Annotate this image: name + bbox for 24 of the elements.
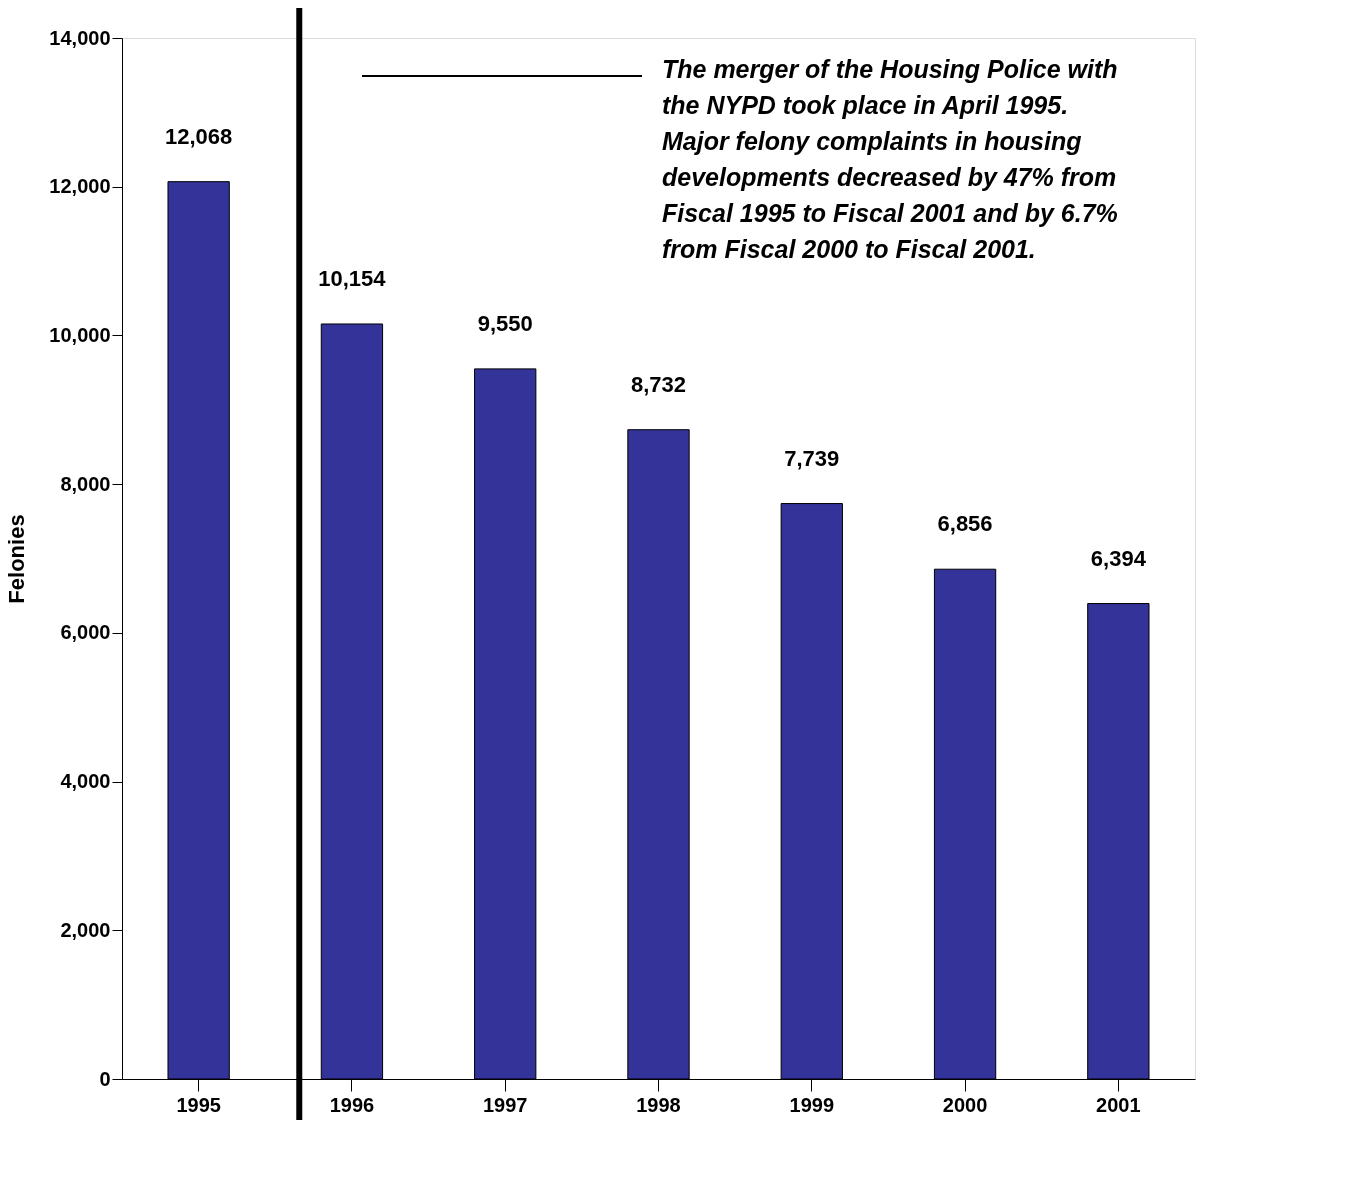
y-axis-title: Felonies [4, 514, 30, 604]
y-tick-label: 14,000 [49, 26, 111, 49]
annotation: The merger of the Housing Police with the NYPD took place in April 1995. Major felony complaints in housing developments decreased by 47% from Fiscal 1995 to Fiscal 2001 and by 6.7% from Fiscal 2000 to Fiscal 2001. [662, 55, 1118, 263]
x-tick-label: 1995 [176, 1093, 221, 1116]
x-tick-label: 1996 [329, 1093, 375, 1116]
data-label: 6,394 [1090, 545, 1147, 571]
y-tick-label: 6,000 [60, 621, 111, 644]
data-label: 8,732 [630, 371, 687, 397]
data-label: 10,154 [318, 265, 387, 291]
data-label: 6,856 [937, 511, 993, 537]
y-tick-label: 4,000 [60, 770, 111, 793]
y-tick-label: 2,000 [60, 918, 111, 941]
y-tick-label: 12,000 [49, 175, 111, 198]
y-tick-label: 8,000 [60, 472, 111, 495]
x-tick-label: 1998 [636, 1093, 681, 1116]
x-tick-label: 2000 [942, 1093, 988, 1116]
data-label: 7,739 [784, 445, 840, 471]
x-tick-label: 1999 [789, 1093, 835, 1116]
data-label: 9,550 [477, 310, 533, 336]
y-tick-label: 10,000 [49, 323, 111, 346]
x-tick-label: 1997 [482, 1093, 528, 1116]
y-tick-label: 0 [99, 1067, 111, 1090]
data-label: 12,068 [164, 123, 233, 149]
x-tick-label: 2001 [1096, 1093, 1141, 1116]
